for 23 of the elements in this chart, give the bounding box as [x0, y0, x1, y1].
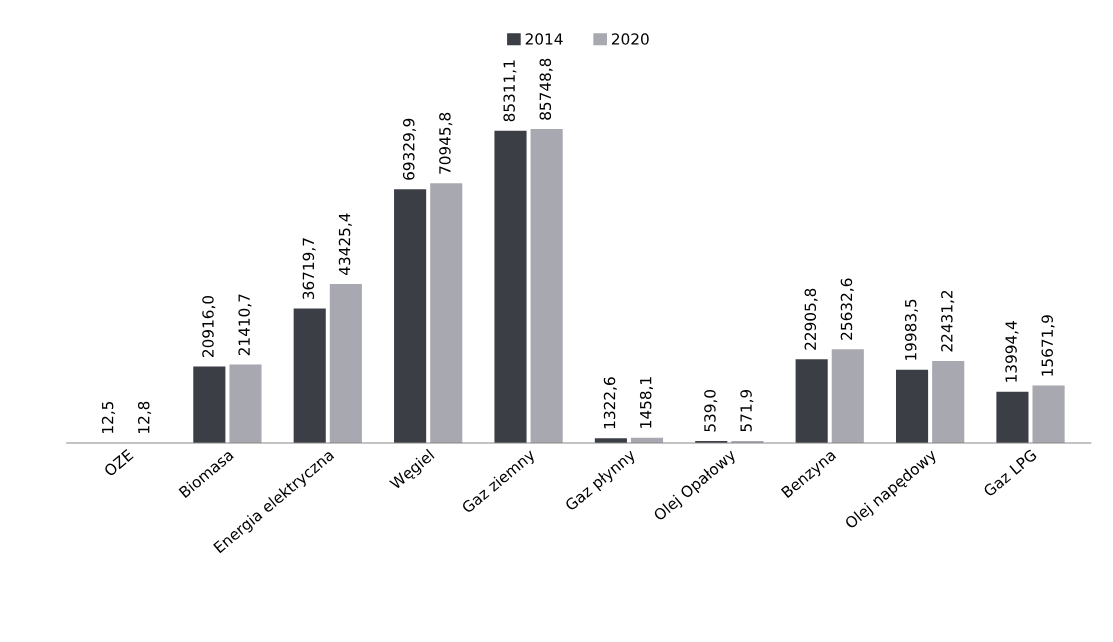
data-label: 13994,4 [1005, 321, 1019, 382]
data-label: 25632,6 [840, 278, 854, 340]
data-label: 15671,9 [1041, 315, 1055, 376]
data-label: 85748,8 [539, 58, 553, 120]
data-label: 22905,8 [804, 288, 818, 350]
data-label: 1458,1 [639, 377, 654, 428]
data-label: 21410,7 [238, 294, 252, 356]
data-label: 12,8 [137, 401, 152, 433]
legend-label: 2014 [525, 33, 563, 45]
data-label: 20916,0 [202, 295, 216, 357]
x-tick-label: Gaz LPG [982, 448, 1038, 498]
data-label: 36719,7 [302, 238, 316, 300]
data-label: 539,0 [704, 389, 718, 432]
data-label: 85311,1 [503, 60, 517, 122]
data-label: 69329,9 [402, 118, 417, 180]
data-label: 571,9 [740, 389, 754, 432]
legend-label: 2020 [611, 33, 649, 45]
data-label: 70945,8 [439, 112, 453, 174]
data-label: 19983,5 [904, 299, 919, 360]
data-label: 22431,2 [941, 290, 955, 352]
data-label: 43425,4 [338, 213, 352, 275]
data-label: 1322,6 [603, 377, 617, 429]
data-label: 12,5 [101, 401, 115, 433]
